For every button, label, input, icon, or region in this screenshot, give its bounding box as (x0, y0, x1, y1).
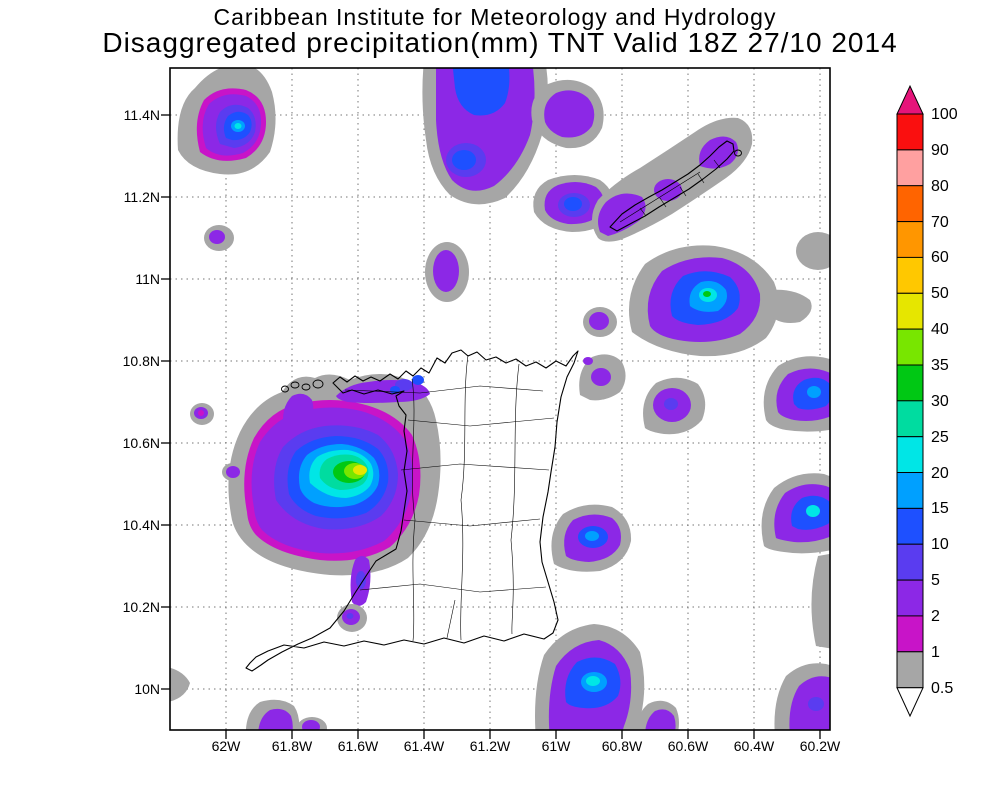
precip-area-ne-of-trinidad (579, 307, 626, 401)
lon-label: 60.4W (734, 738, 775, 754)
precip-area-tobago (592, 117, 753, 242)
bocas-islets (281, 379, 324, 393)
axis-ticks (161, 114, 821, 739)
lat-label: 10.8N (123, 353, 160, 369)
colorbar-label: 0.5 (931, 680, 953, 697)
plot-frame (169, 67, 831, 731)
lon-label: 62W (212, 738, 242, 754)
colorbar-label: 30 (931, 393, 949, 410)
titles: Caribbean Institute for Meteorology and … (102, 4, 897, 58)
precip-area-small-kidney (425, 242, 469, 302)
precip-area-bottom-right (535, 624, 679, 730)
colorbar-segment (896, 507, 924, 545)
colorbar-segment (896, 651, 924, 689)
longitude-labels: 62W 61.8W 61.6W 61.4W 61.2W 61W 60.8W 60… (212, 738, 841, 754)
coastlines (245, 140, 742, 672)
lon-label: 61.8W (272, 738, 313, 754)
precip-area-left-dot (190, 403, 214, 425)
colorbar-label: 80 (931, 178, 949, 195)
precip-area-top-left (177, 68, 276, 175)
colorbar-label: 2 (931, 608, 940, 625)
colorbar-segment (896, 292, 924, 330)
colorbar-label: 10 (931, 536, 949, 553)
precip-area-east-of-trinidad (643, 377, 706, 435)
colorbar-label: 90 (931, 142, 949, 159)
lon-label: 60.6W (668, 738, 709, 754)
colorbar-segment (896, 328, 924, 366)
precip-area-main-west (222, 374, 441, 576)
lon-label: 60.8W (602, 738, 643, 754)
tobago-outline (609, 140, 735, 232)
lat-label: 11N (135, 271, 160, 287)
colorbar: 100 90 80 70 60 50 40 35 30 25 20 15 10 … (896, 84, 958, 718)
colorbar-label: 20 (931, 465, 949, 482)
colorbar-segment (896, 579, 924, 617)
little-tobago-islet (734, 149, 742, 157)
precip-area-bottom-left (170, 667, 327, 730)
precip-shading (170, 68, 830, 730)
lat-label: 10.6N (123, 435, 160, 451)
colorbar-segment (896, 185, 924, 223)
lat-label: 11.4N (124, 107, 160, 123)
colorbar-labels: 100 90 80 70 60 50 40 35 30 25 20 15 10 … (931, 106, 958, 697)
colorbar-segment (896, 149, 924, 187)
colorbar-label: 50 (931, 285, 949, 302)
trinidad-outline (245, 349, 579, 672)
colorbar-segment (896, 543, 924, 581)
lon-label: 61W (542, 738, 572, 754)
colorbar-segment (896, 256, 924, 294)
lat-label: 10N (134, 681, 160, 697)
colorbar-label: 1 (931, 644, 940, 661)
institute-title: Caribbean Institute for Meteorology and … (214, 4, 777, 30)
colorbar-segment (896, 221, 924, 259)
colorbar-segment (896, 400, 924, 438)
colorbar-segment (896, 113, 924, 151)
precip-area-right-edge (761, 232, 830, 730)
colorbar-under-arrow (896, 687, 924, 718)
colorbar-segment (896, 472, 924, 509)
lon-label: 60.2W (800, 738, 841, 754)
colorbar-label: 15 (931, 500, 949, 517)
lon-label: 61.6W (338, 738, 379, 754)
lon-label: 61.2W (470, 738, 511, 754)
precip-area-right-center (628, 245, 812, 357)
colorbar-label: 40 (931, 321, 949, 338)
latitude-labels: 11.4N 11.2N 11N 10.8N 10.6N 10.4N 10.2N … (123, 107, 160, 697)
plot-title: Disaggregated precipitation(mm) TNT Vali… (102, 27, 897, 58)
lat-label: 10.4N (123, 517, 160, 533)
tobago-parish-lines (619, 159, 721, 223)
colorbar-segment (896, 615, 924, 653)
colorbar-label: 25 (931, 429, 949, 446)
colorbar-label: 60 (931, 249, 949, 266)
precip-area-top-midright (531, 79, 604, 149)
trinidad-county-lines (344, 354, 555, 642)
lat-label: 11.2N (124, 189, 160, 205)
precip-area-left-dot-upper (204, 225, 234, 251)
colorbar-label: 100 (931, 106, 958, 123)
colorbar-over-arrow (896, 84, 924, 115)
precip-area-top-center (422, 68, 548, 205)
colorbar-label: 5 (931, 572, 940, 589)
lat-label: 10.2N (123, 599, 160, 615)
lon-label: 61.4W (404, 738, 445, 754)
colorbar-label: 35 (931, 357, 949, 374)
colorbar-segment (896, 436, 924, 474)
colorbar-segment (896, 364, 924, 402)
precip-area-mid-right (551, 504, 632, 572)
colorbar-label: 70 (931, 214, 949, 231)
